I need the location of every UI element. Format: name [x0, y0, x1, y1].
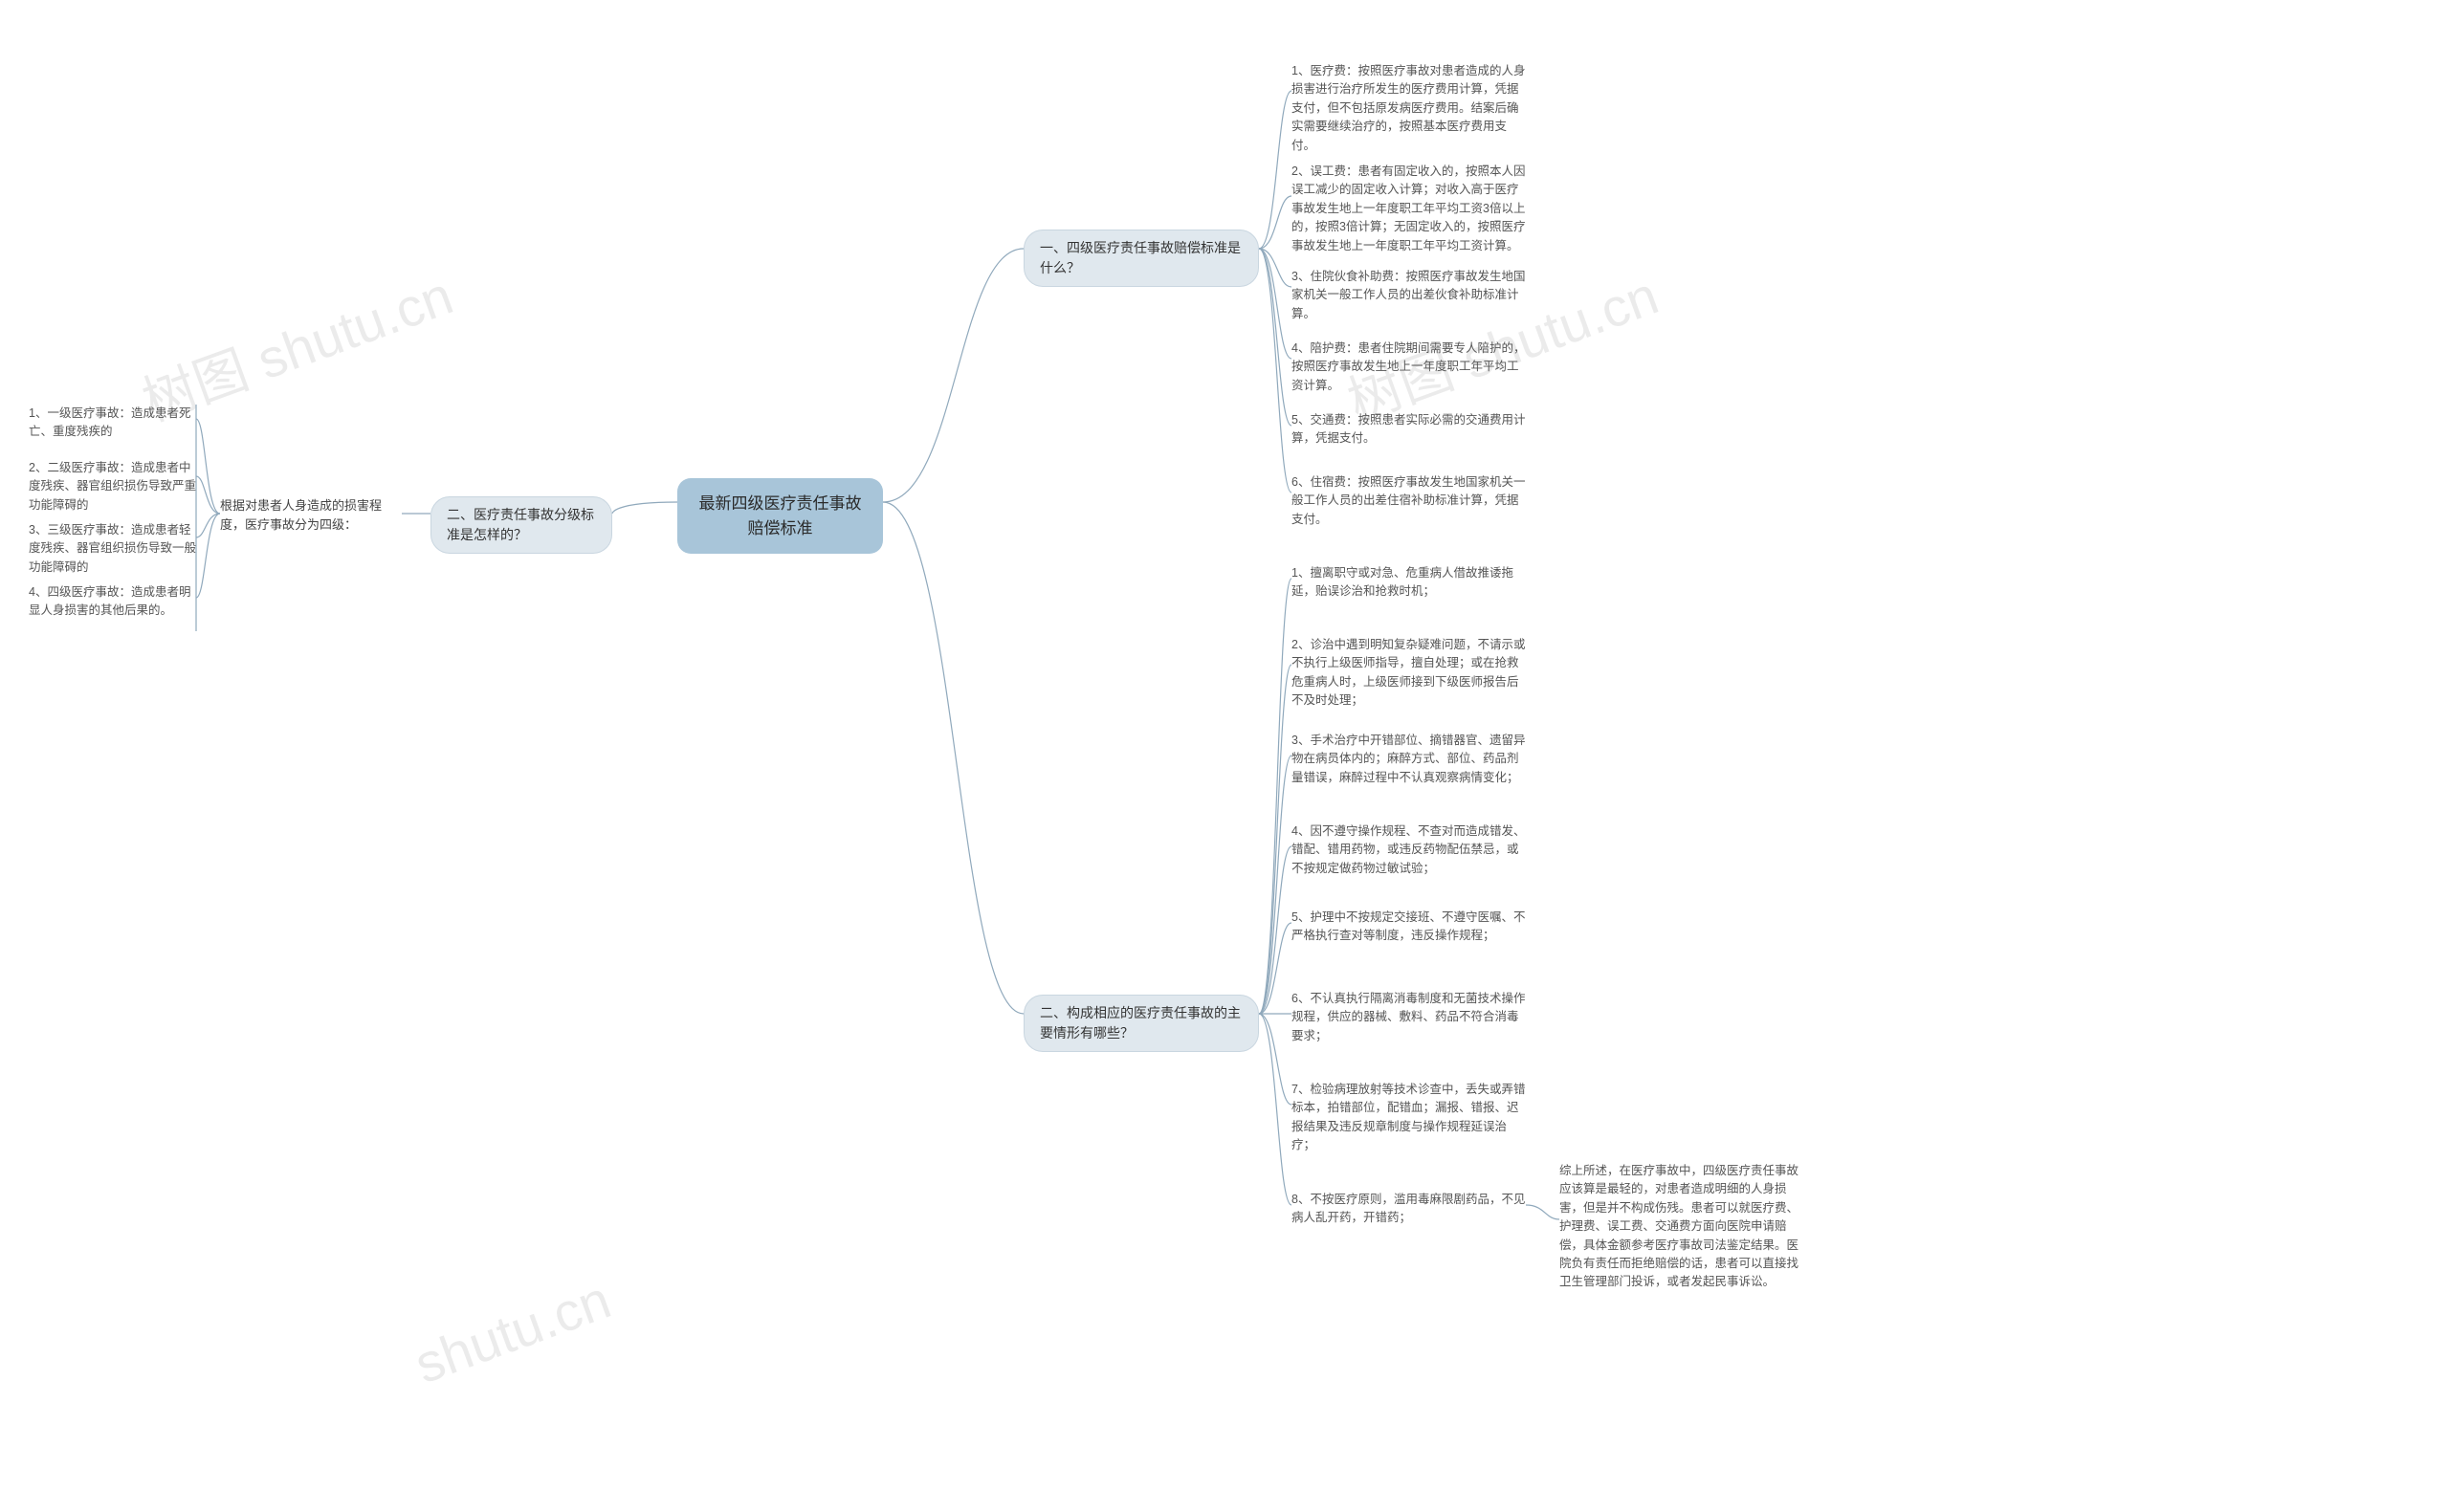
leaf-node: 1、一级医疗事故：造成患者死亡、重度残疾的 [29, 405, 196, 442]
watermark: shutu.cn [407, 1268, 618, 1395]
leaf-node: 8、不按医疗原则，滥用毒麻限剧药品，不见病人乱开药，开错药； [1291, 1191, 1526, 1228]
branch-node-l1: 二、医疗责任事故分级标准是怎样的？ [430, 496, 612, 554]
leaf-node: 3、手术治疗中开错部位、摘错器官、遗留异物在病员体内的；麻醉方式、部位、药品剂量… [1291, 732, 1526, 787]
leaf-node: 7、检验病理放射等技术诊查中，丢失或弄错标本，拍错部位，配错血；漏报、错报、迟报… [1291, 1081, 1526, 1155]
leaf-node-summary: 综上所述，在医疗事故中，四级医疗责任事故应该算是最轻的，对患者造成明细的人身损害… [1559, 1162, 1798, 1292]
leaf-node: 2、误工费：患者有固定收入的，按照本人因误工减少的固定收入计算；对收入高于医疗事… [1291, 163, 1526, 255]
leaf-node: 4、陪护费：患者住院期间需要专人陪护的，按照医疗事故发生地上一年度职工年平均工资… [1291, 340, 1526, 395]
leaf-node: 4、因不遵守操作规程、不查对而造成错发、错配、错用药物，或违反药物配伍禁忌，或不… [1291, 822, 1526, 878]
leaf-node: 5、护理中不按规定交接班、不遵守医嘱、不严格执行查对等制度，违反操作规程； [1291, 909, 1526, 946]
leaf-node: 6、不认真执行隔离消毒制度和无菌技术操作规程，供应的器械、敷料、药品不符合消毒要… [1291, 990, 1526, 1045]
branch-node-r1: 一、四级医疗责任事故赔偿标准是什么？ [1024, 230, 1259, 287]
leaf-node: 1、医疗费：按照医疗事故对患者造成的人身损害进行治疗所发生的医疗费用计算，凭据支… [1291, 62, 1526, 155]
sub-node-l1s: 根据对患者人身造成的损害程度，医疗事故分为四级： [220, 496, 392, 534]
leaf-node: 2、诊治中遇到明知复杂疑难问题，不请示或不执行上级医师指导，擅自处理；或在抢救危… [1291, 636, 1526, 711]
leaf-node: 3、住院伙食补助费：按照医疗事故发生地国家机关一般工作人员的出差伙食补助标准计算… [1291, 268, 1526, 323]
leaf-node: 2、二级医疗事故：造成患者中度残疾、器官组织损伤导致严重功能障碍的 [29, 459, 196, 515]
leaf-node: 1、擅离职守或对急、危重病人借故推诿拖延，贻误诊治和抢救时机； [1291, 564, 1526, 602]
branch-node-r2: 二、构成相应的医疗责任事故的主要情形有哪些？ [1024, 995, 1259, 1052]
leaf-node: 3、三级医疗事故：造成患者轻度残疾、器官组织损伤导致一般功能障碍的 [29, 521, 196, 577]
leaf-node: 4、四级医疗事故：造成患者明显人身损害的其他后果的。 [29, 583, 196, 621]
connector-layer [0, 0, 2449, 1512]
leaf-node: 5、交通费：按照患者实际必需的交通费用计算，凭据支付。 [1291, 411, 1526, 449]
root-node: 最新四级医疗责任事故赔偿标准 [677, 478, 883, 554]
leaf-node: 6、住宿费：按照医疗事故发生地国家机关一般工作人员的出差住宿补助标准计算，凭据支… [1291, 473, 1526, 529]
